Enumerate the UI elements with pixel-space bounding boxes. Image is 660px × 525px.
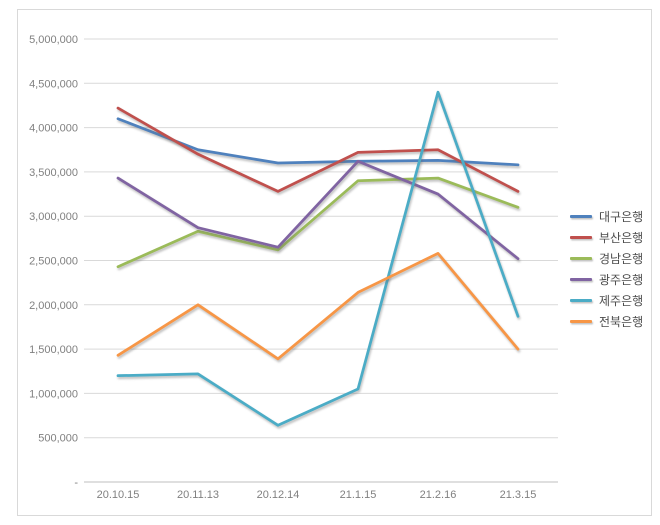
y-axis-tick-label: 4,000,000 bbox=[29, 123, 78, 135]
legend-line-marker bbox=[570, 320, 592, 323]
chart-frame bbox=[17, 9, 652, 516]
x-axis-tick-label: 20.10.15 bbox=[97, 489, 140, 501]
legend-line-marker bbox=[570, 299, 592, 302]
legend-line-marker bbox=[570, 215, 592, 218]
y-axis-tick-label: 3,500,000 bbox=[29, 167, 78, 179]
y-axis-tick-label: 5,000,000 bbox=[29, 34, 78, 46]
series-line bbox=[116, 176, 520, 269]
series-line bbox=[116, 252, 520, 361]
legend-label: 광주은행 bbox=[599, 273, 644, 287]
y-axis-tick-label: 1,000,000 bbox=[29, 388, 78, 400]
y-axis-tick-label: 2,500,000 bbox=[29, 256, 78, 268]
legend-label: 제주은행 bbox=[599, 294, 644, 308]
series-line bbox=[116, 159, 520, 261]
legend-label: 부산은행 bbox=[599, 231, 644, 245]
legend-line-marker bbox=[570, 257, 592, 260]
legend-label: 전북은행 bbox=[599, 315, 644, 329]
legend-item: 부산은행 bbox=[570, 227, 643, 248]
legend-line-marker bbox=[570, 278, 592, 281]
legend-item: 광주은행 bbox=[570, 269, 643, 290]
y-axis-tick-label: 4,500,000 bbox=[29, 78, 78, 90]
legend-item: 전북은행 bbox=[570, 311, 643, 332]
legend-item: 대구은행 bbox=[570, 206, 643, 227]
series-line bbox=[116, 117, 520, 167]
y-axis-tick-label: - bbox=[74, 477, 78, 489]
x-axis-tick-label: 21.1.15 bbox=[340, 489, 377, 501]
y-axis-tick-label: 3,000,000 bbox=[29, 211, 78, 223]
y-axis-tick-label: 500,000 bbox=[38, 433, 78, 445]
x-axis-tick-label: 21.2.16 bbox=[420, 489, 457, 501]
legend-label: 경남은행 bbox=[599, 252, 644, 266]
legend-item: 경남은행 bbox=[570, 248, 643, 269]
legend-item: 제주은행 bbox=[570, 290, 643, 311]
series-line bbox=[116, 106, 520, 193]
legend-label: 대구은행 bbox=[599, 210, 644, 224]
series-line bbox=[116, 90, 520, 427]
y-axis-tick-label: 1,500,000 bbox=[29, 344, 78, 356]
legend-line-marker bbox=[570, 236, 592, 239]
x-axis-tick-label: 20.12.14 bbox=[257, 489, 300, 501]
x-axis-tick-label: 21.3.15 bbox=[500, 489, 537, 501]
y-axis-tick-label: 2,000,000 bbox=[29, 300, 78, 312]
x-axis-tick-label: 20.11.13 bbox=[177, 489, 219, 501]
